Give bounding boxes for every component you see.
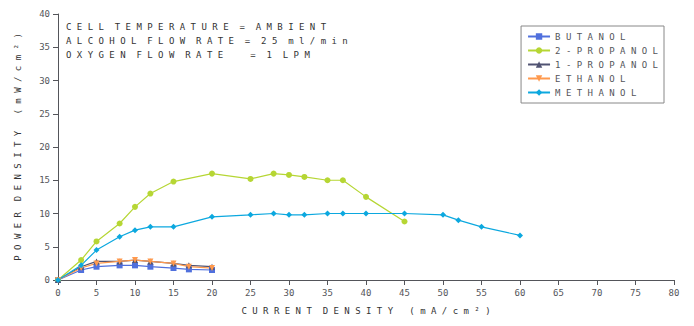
svg-text:45: 45: [399, 288, 410, 298]
svg-text:30: 30: [284, 288, 295, 298]
svg-text:20: 20: [207, 288, 218, 298]
svg-text:65: 65: [553, 288, 564, 298]
svg-text:60: 60: [515, 288, 526, 298]
svg-text:M E T H A N O L: M E T H A N O L: [555, 88, 636, 98]
svg-text:55: 55: [476, 288, 487, 298]
svg-text:B U T A N O L: B U T A N O L: [555, 32, 625, 42]
svg-text:5: 5: [45, 242, 50, 252]
svg-text:80: 80: [669, 288, 680, 298]
svg-text:2 - P R O P A N O L: 2 - P R O P A N O L: [555, 46, 658, 56]
svg-text:35: 35: [322, 288, 333, 298]
svg-text:70: 70: [592, 288, 603, 298]
svg-text:40: 40: [39, 9, 50, 19]
svg-text:C U R R E N T D E N S I T Y: C U R R E N T D E N S I T Y ( m A / c m …: [241, 306, 490, 316]
svg-text:10: 10: [39, 209, 50, 219]
svg-text:25: 25: [245, 288, 256, 298]
svg-text:P O W E R D E N S I T Y ( m: P O W E R D E N S I T Y ( m W / c m ² ): [13, 33, 23, 261]
svg-text:50: 50: [438, 288, 449, 298]
svg-text:5: 5: [94, 288, 99, 298]
svg-text:A L C O H O L F L O W R A T: A L C O H O L F L O W R A T E = 2 5 m l …: [66, 36, 348, 46]
svg-text:O X Y G E N F L O W R A T E: O X Y G E N F L O W R A T E = 1 L P M: [66, 50, 310, 60]
svg-text:0: 0: [55, 288, 60, 298]
svg-text:10: 10: [130, 288, 141, 298]
svg-text:75: 75: [630, 288, 641, 298]
svg-text:30: 30: [39, 76, 50, 86]
svg-text:0: 0: [45, 275, 50, 285]
svg-text:15: 15: [39, 175, 50, 185]
svg-text:25: 25: [39, 109, 50, 119]
svg-text:E T H A N O L: E T H A N O L: [555, 74, 625, 84]
svg-text:15: 15: [168, 288, 179, 298]
svg-text:1 - P R O P A N O L: 1 - P R O P A N O L: [555, 60, 658, 70]
svg-text:20: 20: [39, 142, 50, 152]
svg-text:C E L L T E M P E R A T U R E: C E L L T E M P E R A T U R E = A M B I …: [66, 22, 327, 32]
svg-text:40: 40: [361, 288, 372, 298]
svg-text:35: 35: [39, 42, 50, 52]
